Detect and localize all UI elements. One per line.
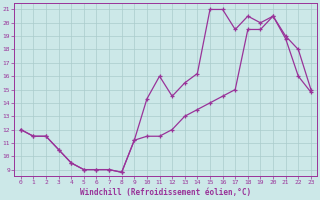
X-axis label: Windchill (Refroidissement éolien,°C): Windchill (Refroidissement éolien,°C) [80, 188, 252, 197]
